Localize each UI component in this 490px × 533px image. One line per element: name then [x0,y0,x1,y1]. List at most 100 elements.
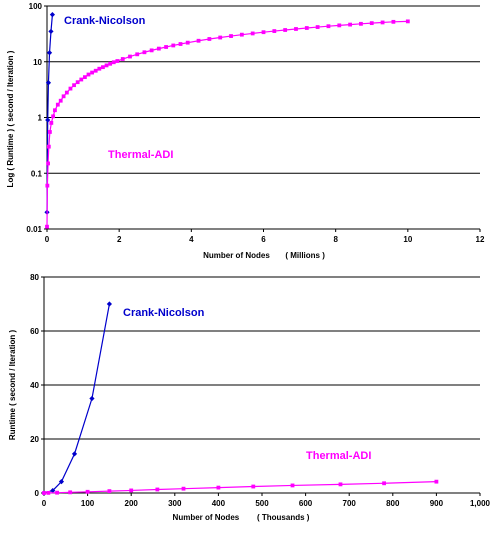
data-point [55,490,59,495]
data-point [53,108,57,113]
x-tick-label: 900 [430,499,444,508]
data-point [164,45,168,49]
axes [44,5,481,232]
data-point [115,59,120,63]
data-point [185,40,190,45]
data-point [61,94,66,99]
thermal-adi-label: Thermal-ADI [306,450,371,462]
data-point [58,479,65,485]
x-tick-label: 500 [255,499,269,508]
y-tick-label: 10 [33,58,42,67]
data-point [369,21,374,26]
data-point [261,30,266,35]
data-point [315,25,320,29]
data-point [391,19,396,24]
y-axis-title: Log ( Runtime ) ( second / Iteration ) [6,50,15,187]
data-point [82,75,87,80]
y-tick-label: 0.01 [26,225,42,234]
data-point [49,121,54,125]
log-runtime-chart: 0 2 4 6 8 10 12 0.01 0.1 1 10 100 Number of Nodes … [6,2,485,260]
data-point [348,22,352,27]
data-point [46,144,51,149]
data-point [405,19,410,24]
data-point [171,43,176,48]
data-point [283,28,288,32]
x-tick-label: 1,000 [470,499,490,508]
linear-runtime-chart: 0 100 200 300 400 500 600 700 800 900 1,000 0 20 40 6… [8,273,490,522]
data-point [89,395,95,402]
data-point [216,485,221,490]
x-tick-labels: 0 100 200 300 400 500 600 700 800 900 1,000 [42,499,490,508]
data-point [108,61,113,66]
data-point [338,482,343,487]
data-point [45,224,49,229]
data-point [135,52,140,57]
data-point [304,26,309,30]
data-point [86,72,91,77]
x-tick-label: 600 [299,499,313,508]
data-point [64,90,69,95]
y-gridlines [44,276,480,440]
data-point [239,32,244,37]
y-tick-label: 0.1 [31,169,43,178]
series-line [46,14,54,213]
x-tick-label: 300 [168,499,182,508]
x-tick-label: 10 [403,235,412,244]
data-point [111,60,116,65]
y-tick-label: 1 [38,114,43,123]
data-point [359,21,363,26]
data-point [294,27,298,31]
data-point [251,484,256,489]
y-tick-labels: 0 20 40 60 80 [30,273,39,498]
x-tick-label: 400 [212,499,226,508]
data-point [45,183,50,188]
data-point [120,57,125,61]
thermal-adi-series [45,19,410,229]
axes [41,276,481,496]
x-axis-title: Number of Nodes ( Millions ) [203,251,325,260]
data-point [48,28,54,35]
data-point [156,46,161,51]
x-tick-label: 8 [333,235,338,244]
data-point [290,483,295,488]
data-point [178,42,183,46]
data-point [149,48,154,53]
data-point [68,86,73,91]
data-point [326,24,331,29]
data-point [45,117,51,123]
data-point [155,487,160,492]
x-tick-label: 800 [386,499,400,508]
series-line [43,481,437,494]
data-point [107,489,112,494]
x-tick-label: 200 [125,499,139,508]
series-line [46,20,408,227]
data-point [129,488,134,493]
y-tick-label: 100 [29,2,43,11]
series-layer [41,301,439,496]
data-point [434,479,439,484]
x-tick-label: 0 [42,499,47,508]
data-point [85,489,90,494]
data-point [106,301,112,307]
x-tick-label: 2 [117,235,122,244]
data-point [71,451,78,457]
data-point [51,114,56,119]
x-tick-label: 12 [476,235,485,244]
data-point [142,50,147,55]
data-point [196,38,201,43]
x-tick-label: 700 [343,499,357,508]
data-point [55,102,60,107]
thermal-adi-label: Thermal-ADI [108,149,173,161]
x-tick-labels: 0 2 4 6 8 10 12 [45,235,485,244]
crank-nicolson-label: Crank-Nicolson [123,307,205,319]
data-point [46,490,51,495]
data-point [207,37,212,41]
data-point [97,66,102,71]
data-point [128,54,132,59]
x-tick-label: 4 [189,235,194,244]
data-point [101,65,105,70]
y-tick-label: 0 [35,489,40,498]
crank-nicolson-series [44,12,56,215]
data-point [68,490,73,495]
